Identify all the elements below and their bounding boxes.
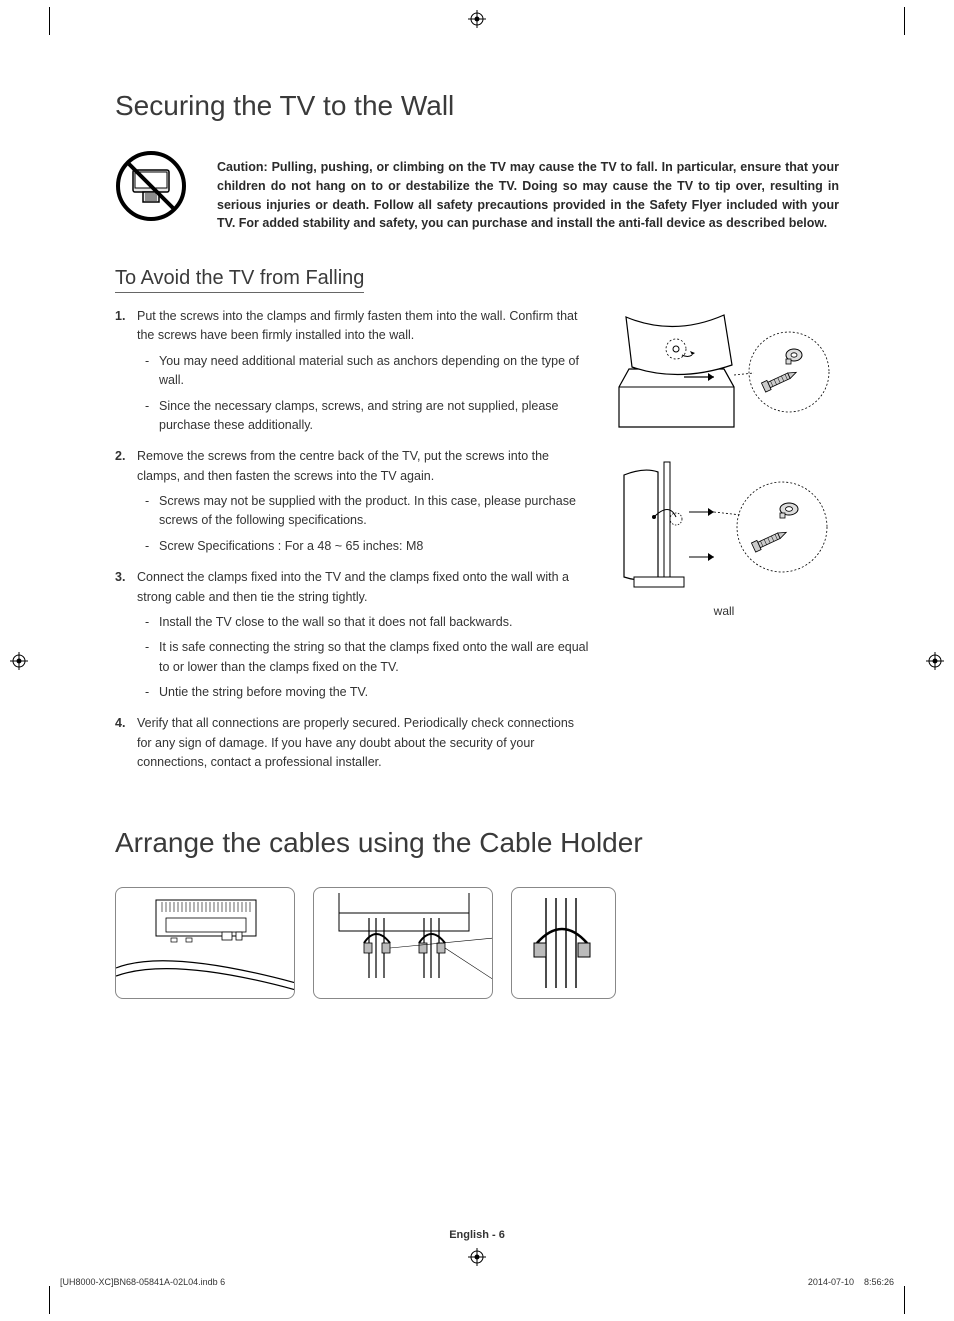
crop-mark <box>904 1286 905 1314</box>
page-footer: English - 6 <box>0 1229 954 1241</box>
step-item: 3. Connect the clamps fixed into the TV a… <box>115 568 589 702</box>
step-subitem: Screws may not be supplied with the prod… <box>137 492 589 531</box>
instructions-text: 1. Put the screws into the clamps and fir… <box>115 307 589 785</box>
step-text: Put the screws into the clamps and firml… <box>137 309 577 342</box>
step-text: Remove the screws from the centre back o… <box>137 449 549 482</box>
figure-cable-3 <box>511 887 616 999</box>
instructions-figures: wall <box>609 307 839 785</box>
registration-mark-icon <box>926 652 944 670</box>
step-number: 3. <box>115 568 125 587</box>
step-number: 4. <box>115 714 125 733</box>
step-sublist: You may need additional material such as… <box>137 352 589 436</box>
caution-block: Caution: Pulling, pushing, or climbing o… <box>115 150 839 233</box>
figure-tv-wall-tether: wall <box>609 457 839 618</box>
instructions-block: 1. Put the screws into the clamps and fir… <box>115 307 839 785</box>
caution-text: Caution: Pulling, pushing, or climbing o… <box>217 150 839 233</box>
figure-label-wall: wall <box>609 604 839 618</box>
page-content: Securing the TV to the Wall Caution: Pul… <box>115 90 839 1231</box>
print-meta-filename: [UH8000-XC]BN68-05841A-02L04.indb 6 <box>60 1277 225 1287</box>
step-subitem: Install the TV close to the wall so that… <box>137 613 589 632</box>
crop-mark <box>904 7 905 35</box>
figure-cable-1 <box>115 887 295 999</box>
step-subitem: Screw Specifications : For a 48 ~ 65 inc… <box>137 537 589 556</box>
step-subitem: It is safe connecting the string so that… <box>137 638 589 677</box>
section-title-cable: Arrange the cables using the Cable Holde… <box>115 827 839 859</box>
step-sublist: Screws may not be supplied with the prod… <box>137 492 589 556</box>
crop-mark <box>49 7 50 35</box>
registration-mark-icon <box>468 10 486 28</box>
step-number: 1. <box>115 307 125 326</box>
step-item: 4. Verify that all connections are proper… <box>115 714 589 772</box>
step-subitem: Untie the string before moving the TV. <box>137 683 589 702</box>
step-text: Verify that all connections are properly… <box>137 716 574 769</box>
registration-mark-icon <box>10 652 28 670</box>
figure-tv-stand-screw <box>609 307 839 447</box>
print-meta-timestamp: 2014-07-10 8:56:26 <box>808 1277 894 1287</box>
step-sublist: Install the TV close to the wall so that… <box>137 613 589 703</box>
cable-figures-row <box>115 887 839 999</box>
page-title: Securing the TV to the Wall <box>115 90 839 122</box>
prohibition-tv-icon <box>115 150 187 227</box>
registration-mark-icon <box>468 1248 486 1266</box>
step-item: 1. Put the screws into the clamps and fir… <box>115 307 589 435</box>
step-subitem: Since the necessary clamps, screws, and … <box>137 397 589 436</box>
step-text: Connect the clamps fixed into the TV and… <box>137 570 569 603</box>
figure-cable-2 <box>313 887 493 999</box>
crop-mark <box>49 1286 50 1314</box>
section-heading-avoid: To Avoid the TV from Falling <box>115 267 364 293</box>
step-subitem: You may need additional material such as… <box>137 352 589 391</box>
step-item: 2. Remove the screws from the centre back… <box>115 447 589 556</box>
step-number: 2. <box>115 447 125 466</box>
section-cable-holder: Arrange the cables using the Cable Holde… <box>115 827 839 999</box>
